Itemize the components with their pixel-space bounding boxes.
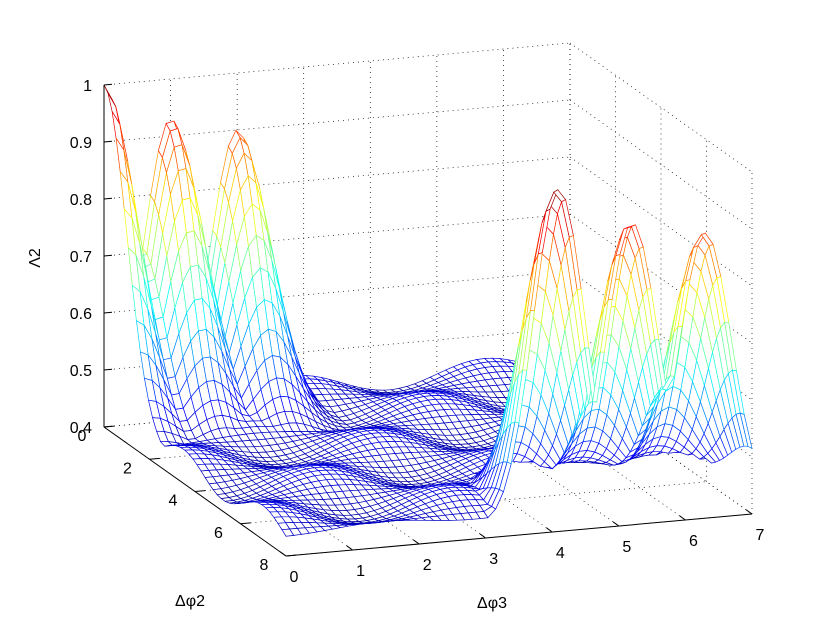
x-tick-mark [280,551,287,557]
surface-mesh [103,84,753,537]
x-tick-label: 1 [356,563,365,580]
side-wall-grid-z [569,42,753,173]
y-tick-label: 0 [78,428,87,445]
floor-grid-x [236,414,420,545]
y-tick-label: 2 [123,460,132,477]
x-tick-label: 0 [290,569,299,586]
z-tick-mark [103,311,113,314]
y-tick-label: 8 [260,557,269,574]
y-tick-label: 4 [169,493,178,510]
z-tick-label: 0.8 [70,192,92,209]
x-tick-mark [413,539,420,545]
x-tick-mark [546,527,553,533]
side-wall-grid-z [569,156,753,287]
z-tick-mark [103,254,113,257]
z-axis-title: Λ2 [27,248,44,268]
x-tick-mark [479,533,487,539]
axis-titles: Δφ3 Δφ2 Λ2 [27,248,507,612]
z-tick-label: 1 [83,78,92,95]
z-tick-mark [103,140,113,143]
y-tick-mark [194,490,206,492]
tick-labels: 0 1 2 3 4 5 6 7 0 2 4 6 8 0.4 0.5 0.6 0.7 0.8 0.9 1 [70,78,765,586]
mesh-cell [739,412,753,450]
side-wall-grid-z [569,99,753,230]
floor-grid-x [370,402,553,533]
x-axis-title: Δφ3 [477,595,507,612]
z-tick-mark [103,425,113,428]
x-tick-mark [679,515,686,521]
side-wall-grid-z [569,384,753,515]
z-tick-label: 0.7 [70,249,92,266]
x-tick-mark [346,545,353,551]
z-tick-label: 0.9 [70,135,92,152]
x-tick-mark [746,509,753,515]
x-tick-label: 5 [622,539,631,556]
y-tick-mark [149,457,160,460]
x-tick-mark [612,521,620,527]
x-axis-line [285,513,753,557]
y-tick-label: 6 [214,525,223,542]
x-tick-label: 7 [756,527,765,544]
z-tick-mark [103,368,113,371]
floor-grid-x [503,390,686,521]
x-tick-label: 4 [556,545,565,562]
x-tick-label: 3 [489,551,498,568]
y-axis-title: Δφ2 [175,593,205,610]
x-tick-label: 6 [689,533,698,550]
floor-grid-x [436,396,620,527]
axes [103,83,753,557]
grid-layer [103,42,753,557]
y-tick-mark [240,522,251,525]
y-tick-mark [285,554,297,557]
z-tick-label: 0.5 [70,363,92,380]
z-tick-label: 0.6 [70,306,92,323]
z-tick-label: 0.4 [70,420,92,437]
z-tick-mark [103,83,113,86]
x-tick-label: 2 [423,557,432,574]
z-tick-mark [103,197,113,200]
